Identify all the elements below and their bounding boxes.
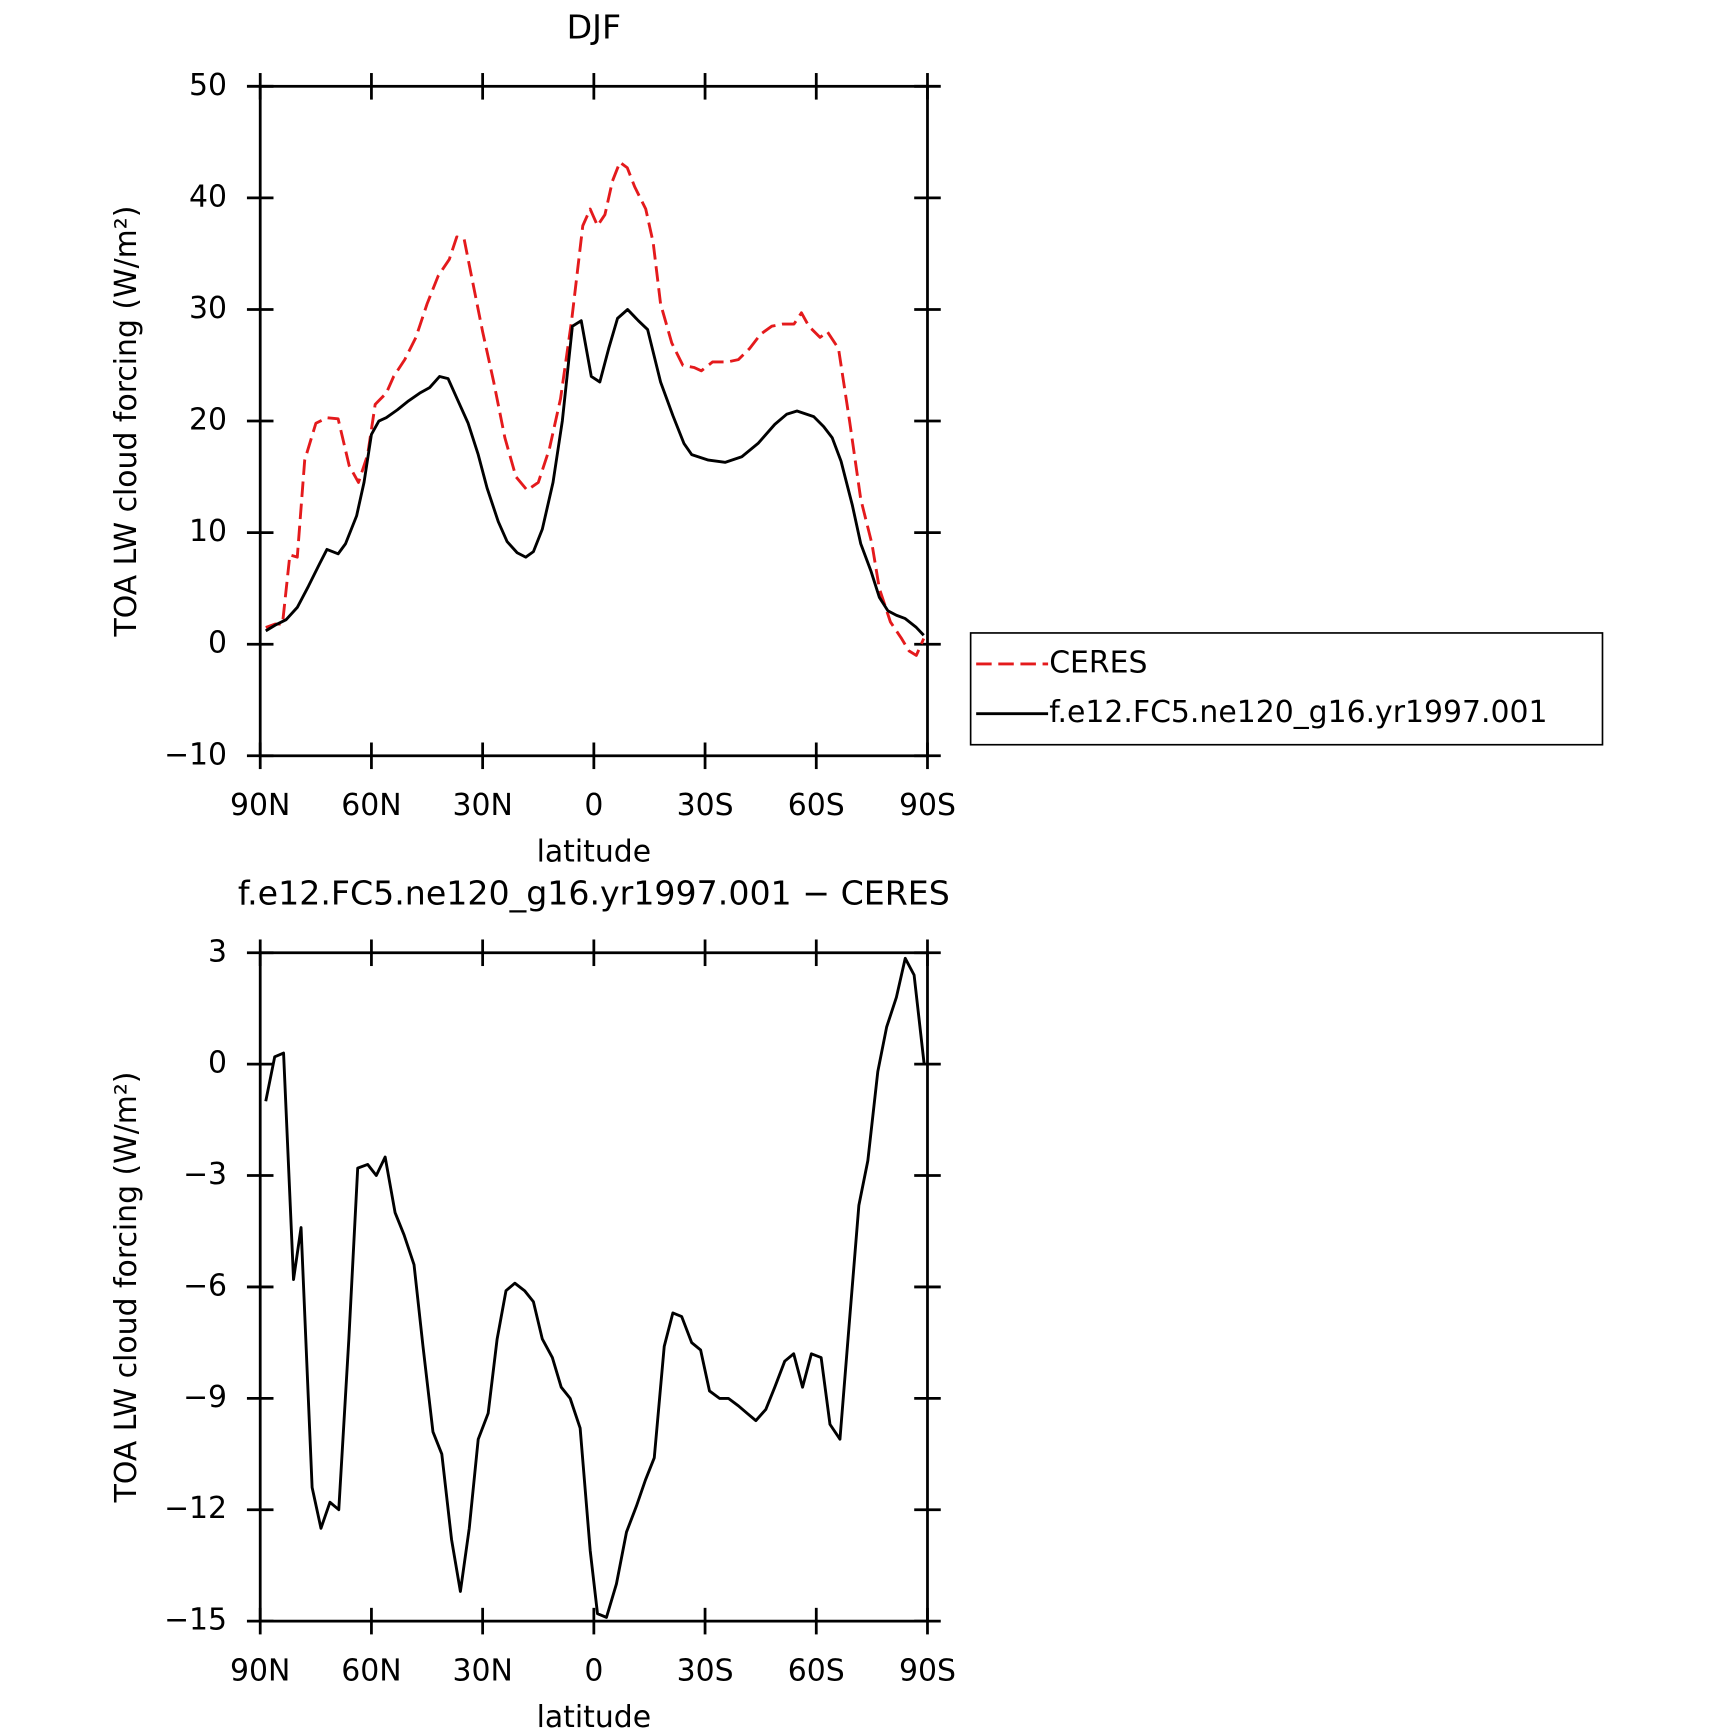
x-tick-label: 60N bbox=[341, 788, 401, 823]
x-tick-label: 30S bbox=[677, 788, 734, 823]
x-tick-label: 90S bbox=[899, 788, 956, 823]
y-tick-label: −12 bbox=[164, 1491, 227, 1526]
x-axis-label: latitude bbox=[537, 1700, 652, 1734]
y-tick-label: 20 bbox=[189, 403, 227, 438]
y-tick-label: 0 bbox=[208, 1046, 227, 1081]
plot-frame bbox=[258, 951, 929, 1623]
plot-frame bbox=[258, 84, 929, 758]
y-axis-label: TOA LW cloud forcing (W/m²) bbox=[109, 1072, 144, 1504]
y-axis-label: TOA LW cloud forcing (W/m²) bbox=[109, 206, 144, 638]
x-tick-label: 30N bbox=[452, 788, 512, 823]
x-tick-label: 60N bbox=[341, 1654, 401, 1689]
x-tick-label: 60S bbox=[788, 788, 845, 823]
y-tick-label: 30 bbox=[189, 291, 227, 326]
legend-label: CERES bbox=[1049, 645, 1147, 680]
y-tick-label: −9 bbox=[183, 1380, 227, 1415]
y-tick-label: 50 bbox=[189, 68, 227, 103]
y-tick-label: 10 bbox=[189, 514, 227, 549]
y-tick-label: −15 bbox=[164, 1603, 227, 1638]
x-tick-label: 30N bbox=[452, 1654, 512, 1689]
data-line bbox=[265, 160, 926, 657]
data-line bbox=[265, 308, 925, 637]
x-tick-label: 90S bbox=[899, 1654, 956, 1689]
y-tick-label: 0 bbox=[208, 626, 227, 661]
y-tick-label: 40 bbox=[189, 179, 227, 214]
y-tick-label: −3 bbox=[183, 1157, 227, 1192]
x-tick-label: 30S bbox=[677, 1654, 734, 1689]
chart-title: DJF bbox=[567, 7, 621, 46]
x-axis-label: latitude bbox=[537, 835, 652, 870]
data-line bbox=[264, 956, 926, 1619]
y-tick-label: 3 bbox=[208, 934, 227, 969]
x-tick-label: 0 bbox=[584, 788, 603, 823]
x-tick-label: 60S bbox=[788, 1654, 845, 1689]
legend-box bbox=[969, 632, 1604, 746]
chart-title: f.e12.FC5.ne120_g16.yr1997.001 − CERES bbox=[238, 874, 950, 913]
x-tick-label: 90N bbox=[230, 1654, 290, 1689]
x-tick-label: 90N bbox=[230, 788, 290, 823]
x-tick-label: 0 bbox=[584, 1654, 603, 1689]
legend-label: f.e12.FC5.ne120_g16.yr1997.001 bbox=[1049, 695, 1547, 730]
y-tick-label: −10 bbox=[164, 737, 227, 772]
y-tick-label: −6 bbox=[183, 1268, 227, 1303]
